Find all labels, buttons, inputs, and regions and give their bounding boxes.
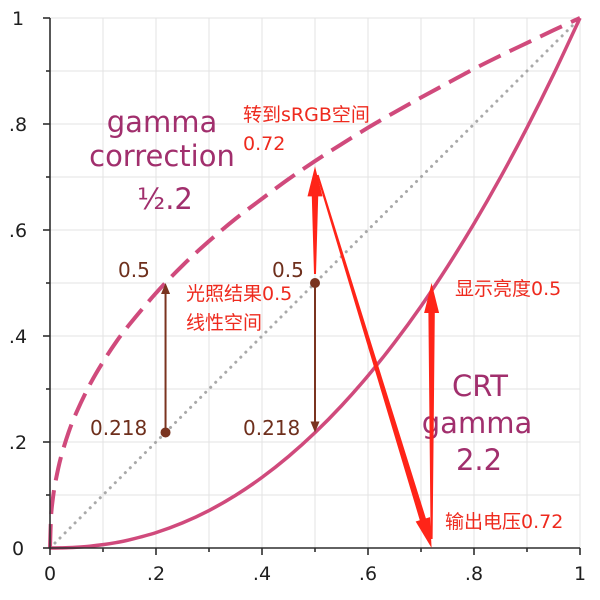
- y-tick-label: .4: [9, 326, 27, 348]
- crt-gamma-label-line-3: 2.2: [456, 443, 502, 477]
- bold-arrow: [316, 174, 432, 548]
- x-tick-label: .2: [147, 563, 165, 585]
- point-marker: [310, 278, 320, 288]
- arrow-head: [310, 421, 320, 433]
- bold-arrow: [424, 283, 440, 539]
- data-label-encoded-value: 0.5: [272, 258, 304, 282]
- y-tick-label: 1: [12, 8, 24, 30]
- series-labels: gamma correction ½.2 CRT gamma 2.2: [89, 105, 532, 477]
- annotation-linear-space: 线性空间: [186, 312, 262, 334]
- data-label-linear-value: 0.218: [90, 416, 147, 440]
- data-label-decoded-value: 0.218: [243, 416, 300, 440]
- x-tick-label: .8: [465, 563, 483, 585]
- crt-gamma-label-line-2: gamma: [422, 406, 532, 440]
- x-tick-label: .6: [359, 563, 377, 585]
- thin-arrow: [161, 283, 171, 433]
- bold-arrow: [307, 166, 323, 274]
- x-tick-label: 0: [44, 563, 56, 585]
- x-tick-label: 1: [574, 563, 586, 585]
- gamma-correction-curve: [48, 16, 581, 549]
- y-tick-label: 0: [12, 538, 24, 560]
- arrows: [160, 166, 440, 548]
- axes: 0 .2 .4 .6 .8 1 0 .2 .4 .6 .8 1: [9, 8, 586, 585]
- x-tick-label: .4: [253, 563, 271, 585]
- linear-reference-line: [48, 16, 582, 550]
- gamma-correction-label-line-3: ½.2: [137, 182, 193, 216]
- gamma-correction-label-line-1: gamma: [107, 105, 217, 139]
- annotation-lighting-result: 光照结果0.5: [186, 283, 292, 305]
- y-tick-label: .8: [9, 114, 27, 136]
- y-tick-label: .6: [9, 220, 27, 242]
- annotations: 转到sRGB空间 0.72 光照结果0.5 线性空间 显示亮度0.5 输出电压0…: [90, 104, 563, 533]
- arrow-head: [161, 283, 171, 294]
- annotation-display-brightness: 显示亮度0.5: [455, 278, 561, 300]
- thin-arrow: [310, 283, 320, 433]
- annotation-to-srgb-value: 0.72: [243, 133, 285, 155]
- crt-gamma-label-line-1: CRT: [452, 369, 508, 403]
- data-label-encoded-value: 0.5: [118, 258, 150, 282]
- gamma-correction-label-line-2: correction: [89, 139, 235, 173]
- point-marker: [160, 427, 171, 438]
- y-tick-label: .2: [9, 432, 27, 454]
- annotation-output-voltage: 输出电压0.72: [445, 511, 563, 533]
- annotation-to-srgb: 转到sRGB空间: [243, 104, 370, 126]
